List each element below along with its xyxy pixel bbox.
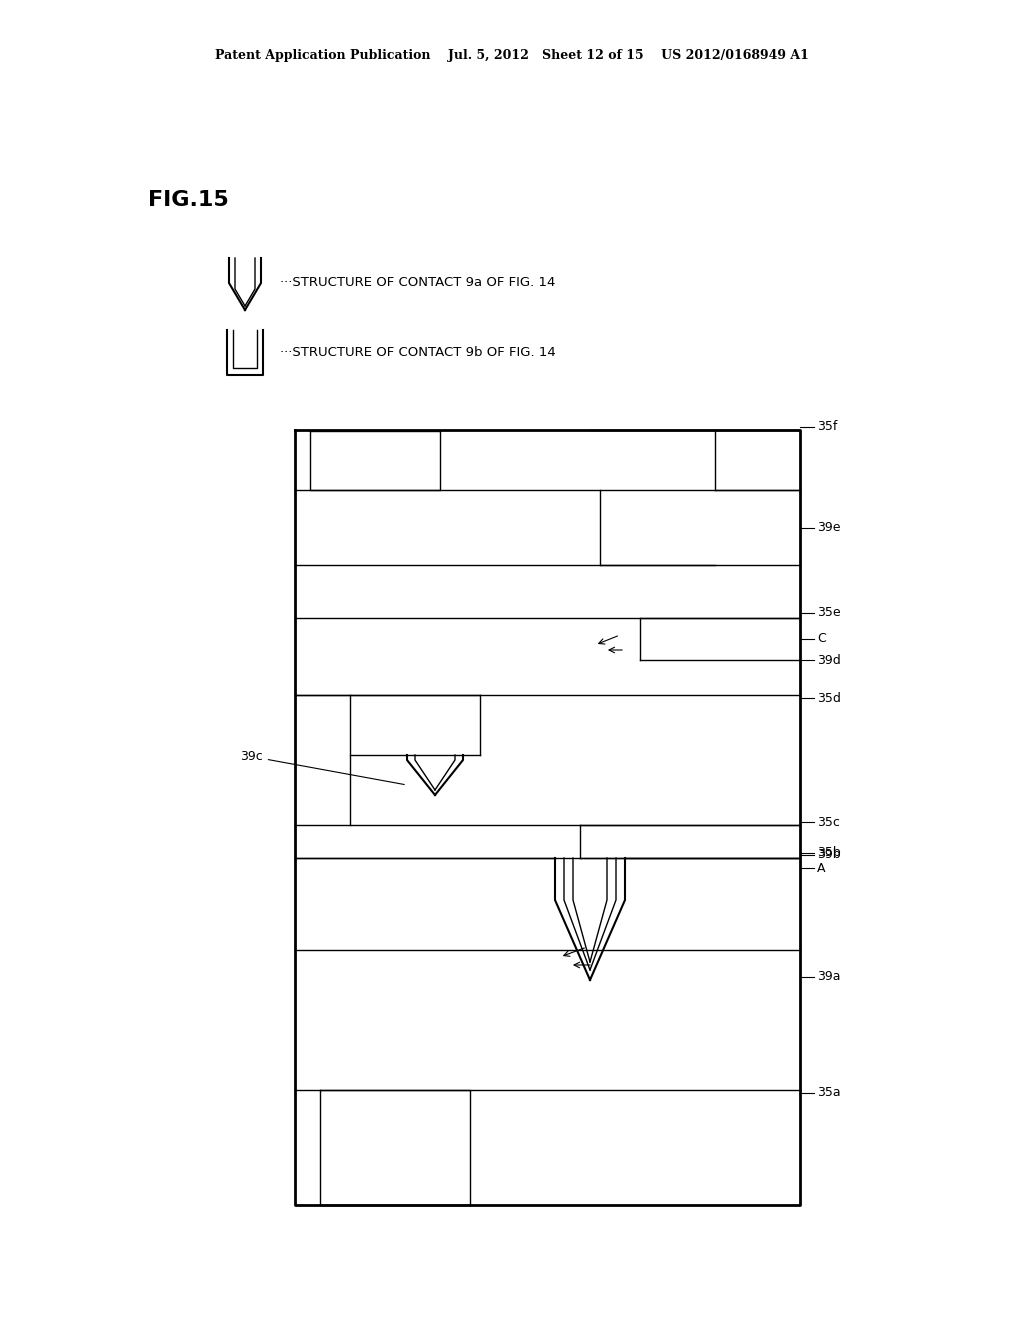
- Text: 35e: 35e: [817, 606, 841, 619]
- Text: C: C: [817, 632, 825, 645]
- Text: FIG.15: FIG.15: [148, 190, 228, 210]
- Text: 39d: 39d: [817, 653, 841, 667]
- Text: 35b: 35b: [817, 846, 841, 859]
- Text: 35a: 35a: [817, 1086, 841, 1100]
- Text: 35f: 35f: [817, 421, 838, 433]
- Text: 39e: 39e: [817, 521, 841, 535]
- Text: 39c: 39c: [240, 750, 404, 784]
- Text: A: A: [817, 862, 825, 874]
- Text: 39b: 39b: [817, 849, 841, 862]
- Text: ···STRUCTURE OF CONTACT 9b OF FIG. 14: ···STRUCTURE OF CONTACT 9b OF FIG. 14: [280, 346, 556, 359]
- Text: 35d: 35d: [817, 692, 841, 705]
- Text: ···STRUCTURE OF CONTACT 9a OF FIG. 14: ···STRUCTURE OF CONTACT 9a OF FIG. 14: [280, 276, 555, 289]
- Text: 35c: 35c: [817, 816, 840, 829]
- Text: Patent Application Publication    Jul. 5, 2012   Sheet 12 of 15    US 2012/01689: Patent Application Publication Jul. 5, 2…: [215, 49, 809, 62]
- Text: 39a: 39a: [817, 970, 841, 983]
